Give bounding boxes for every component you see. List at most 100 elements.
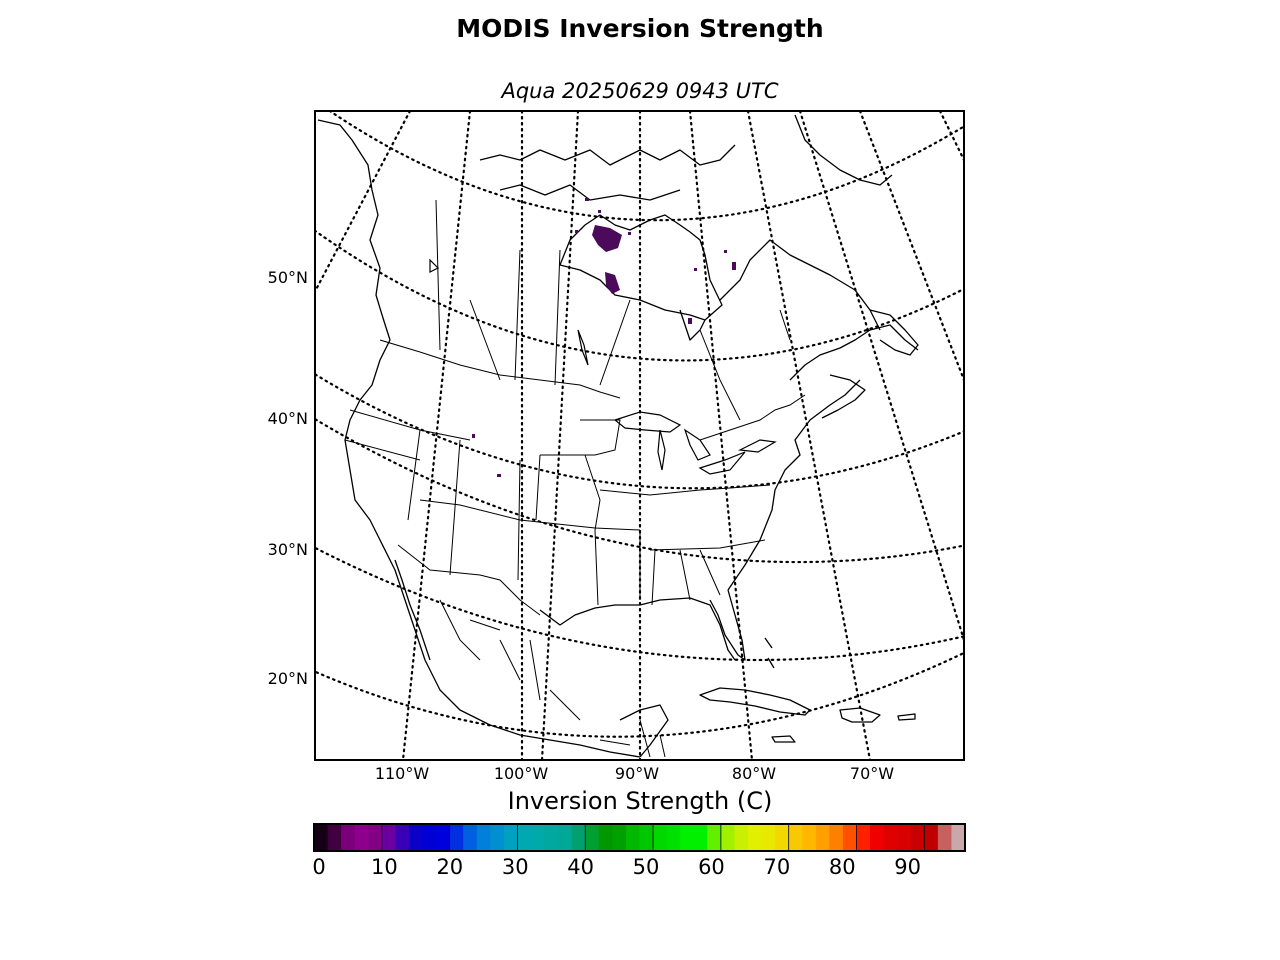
lake-winnipeg xyxy=(577,329,589,366)
lat-line-60n xyxy=(328,111,964,222)
map-frame xyxy=(314,110,965,761)
colorbar-cell xyxy=(815,824,830,851)
yucatan xyxy=(619,704,669,758)
lakes xyxy=(429,258,777,475)
lon-label-90w: 90°W xyxy=(614,764,660,783)
colorbar-tick-label: 0 xyxy=(312,855,326,879)
us-canada-border xyxy=(379,339,621,399)
colorbar-cell xyxy=(598,824,613,851)
us-states-ne xyxy=(540,419,771,496)
data-patch-b xyxy=(598,210,601,213)
colorbar-tick-label: 30 xyxy=(501,855,529,879)
colorbar-cell xyxy=(354,824,369,851)
mexico-states xyxy=(439,599,631,746)
colorbar-cell xyxy=(476,824,491,851)
colorbar-cell xyxy=(693,824,708,851)
hudson-bay xyxy=(559,231,723,321)
data-hudson-southwest xyxy=(605,272,620,294)
colorbar-cell xyxy=(748,824,763,851)
data-patch-h xyxy=(694,268,697,271)
labrador xyxy=(719,239,881,331)
colorbar-frame xyxy=(313,823,966,852)
data-patch-c xyxy=(575,230,578,233)
lat-line-30n xyxy=(315,417,964,564)
lon-label-70w: 70°W xyxy=(849,764,895,783)
central-america xyxy=(639,719,666,758)
colorbar-cell xyxy=(639,824,654,851)
colorbar-cell xyxy=(585,824,600,851)
gulf-of-mexico xyxy=(539,597,736,661)
map-subtitle: Aqua 20250629 0943 UTC xyxy=(501,79,779,103)
lon-label-80w: 80°W xyxy=(731,764,777,783)
colorbar-cell xyxy=(856,824,871,851)
colorbar-cell xyxy=(897,824,912,851)
lat-line-50n xyxy=(315,229,964,362)
colorbar-cell xyxy=(707,824,722,851)
colorbar-cell xyxy=(327,824,342,851)
colorbar-cell xyxy=(408,824,424,851)
colorbar-cell xyxy=(571,824,586,851)
colorbar-cell xyxy=(883,824,898,851)
great-lakes-huron xyxy=(683,428,711,461)
jamaica xyxy=(771,735,796,743)
lat-label-50n: 50°N xyxy=(267,268,308,287)
lat-label-40n: 40°N xyxy=(267,409,308,428)
great-lakes-michigan xyxy=(657,429,666,471)
great-lakes-erie xyxy=(698,451,746,475)
us-mexico-border xyxy=(397,544,541,616)
east-coast xyxy=(727,379,861,591)
colorbar-cell xyxy=(517,824,532,851)
data-patch-wyoming xyxy=(472,434,475,438)
lat-line-20n xyxy=(315,546,964,662)
canada-prov-2 xyxy=(699,309,791,421)
colorbar-cell xyxy=(503,824,519,851)
colorbar-cell xyxy=(720,824,736,851)
data-patch-wyoming-2 xyxy=(497,474,501,477)
arctic-islands xyxy=(479,144,736,166)
cuba xyxy=(699,687,811,716)
colorbar-tick-label: 80 xyxy=(828,855,856,879)
colorbar-cell xyxy=(924,824,939,851)
lon-line-70w xyxy=(798,111,964,642)
us-states-west xyxy=(344,409,641,531)
colorbar-cell xyxy=(666,824,681,851)
colorbar-tick-label: 40 xyxy=(567,855,594,879)
lon-line-75w xyxy=(746,111,872,760)
colorbar-tick-label: 50 xyxy=(632,855,660,879)
lon-line-60w xyxy=(858,111,964,382)
greenland xyxy=(794,114,893,186)
colorbar-cell xyxy=(937,824,953,851)
colorbar-label: Inversion Strength (C) xyxy=(507,787,773,815)
us-states-se xyxy=(639,530,766,606)
coastlines xyxy=(317,114,919,758)
colorbar-cell xyxy=(558,824,573,851)
data-patch-a xyxy=(585,198,589,201)
puerto-rico xyxy=(897,713,916,721)
colorbar-cell xyxy=(463,824,478,851)
colorbar-cell xyxy=(910,824,925,851)
colorbar-cell xyxy=(436,824,451,851)
colorbar-cells xyxy=(314,824,966,851)
colorbar-tick-label: 90 xyxy=(894,855,922,879)
lat-label-20n: 20°N xyxy=(267,669,308,688)
colorbar-cell xyxy=(544,824,559,851)
colorbar-cell xyxy=(422,824,437,851)
lon-line-90w xyxy=(540,111,580,760)
lat-line-40n xyxy=(315,372,964,490)
colorbar-tick-label: 60 xyxy=(698,855,725,879)
colorbar-tick-label: 10 xyxy=(371,855,398,879)
great-lakes-superior xyxy=(613,411,682,433)
lat-line-10n xyxy=(315,651,964,738)
political-borders xyxy=(344,199,806,758)
colorbar-cell xyxy=(775,824,790,851)
lon-line-110w xyxy=(401,111,472,760)
canada-prov-1 xyxy=(435,199,631,386)
colorbar-cell xyxy=(761,824,776,851)
map-title: MODIS Inversion Strength xyxy=(456,14,824,43)
data-hudson-west xyxy=(592,225,622,252)
colorbar-cell xyxy=(341,824,356,851)
latitude-grid xyxy=(315,111,964,738)
colorbar-cell xyxy=(734,824,749,851)
